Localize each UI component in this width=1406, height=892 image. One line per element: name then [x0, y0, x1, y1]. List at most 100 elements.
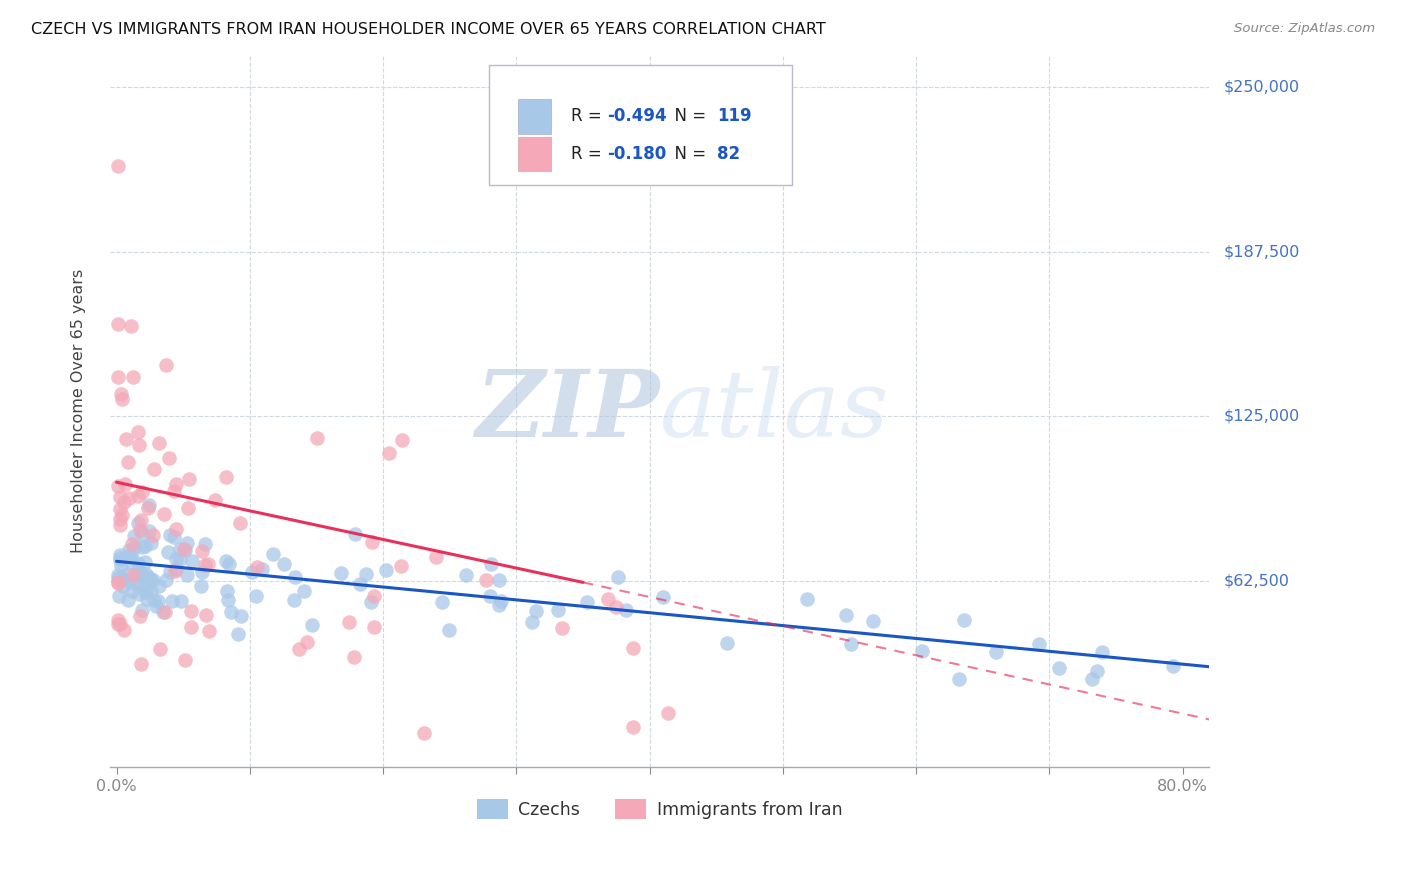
Point	[135, 592, 157, 607]
Point	[107, 568, 129, 582]
Point	[343, 527, 366, 541]
Point	[170, 594, 193, 608]
Point	[157, 545, 180, 559]
Point	[363, 620, 385, 634]
Point	[153, 507, 176, 521]
Point	[413, 725, 436, 739]
Point	[131, 525, 153, 540]
Point	[193, 537, 215, 551]
Text: 82: 82	[717, 145, 740, 163]
Point	[129, 513, 152, 527]
Point	[114, 477, 136, 491]
Point	[360, 595, 382, 609]
Point	[349, 577, 371, 591]
Point	[181, 553, 204, 567]
Point	[180, 604, 202, 618]
Point	[194, 607, 217, 622]
Point	[862, 614, 884, 628]
Point	[197, 558, 219, 572]
Point	[134, 555, 156, 569]
Point	[301, 617, 323, 632]
Point	[108, 549, 131, 563]
Text: R =: R =	[571, 107, 606, 126]
Text: $250,000: $250,000	[1223, 79, 1299, 95]
Point	[215, 583, 238, 598]
Point	[148, 579, 170, 593]
Point	[657, 706, 679, 720]
Text: N =: N =	[664, 107, 711, 126]
Point	[114, 573, 136, 587]
Point	[231, 609, 253, 624]
Point	[134, 584, 156, 599]
Point	[112, 573, 135, 587]
Point	[621, 640, 644, 655]
Point	[131, 603, 153, 617]
Point	[489, 594, 512, 608]
Point	[111, 508, 134, 522]
Point	[215, 470, 238, 484]
Point	[240, 565, 263, 579]
Point	[118, 542, 141, 557]
Point	[107, 613, 129, 627]
Point	[245, 589, 267, 603]
Point	[305, 432, 328, 446]
Point	[114, 495, 136, 509]
Point	[115, 566, 138, 581]
Point	[835, 607, 858, 622]
Point	[120, 549, 142, 564]
Point	[716, 636, 738, 650]
Point	[295, 635, 318, 649]
Point	[425, 550, 447, 565]
Point	[652, 591, 675, 605]
Point	[132, 567, 155, 582]
Point	[215, 554, 238, 568]
Point	[112, 579, 135, 593]
FancyBboxPatch shape	[517, 99, 551, 134]
Point	[107, 575, 129, 590]
Point	[176, 535, 198, 549]
Point	[134, 539, 156, 553]
Point	[292, 584, 315, 599]
Point	[107, 159, 129, 173]
Point	[176, 568, 198, 582]
Point	[127, 516, 149, 531]
Point	[121, 556, 143, 570]
Point	[107, 571, 129, 585]
Point	[166, 562, 188, 576]
Point	[134, 585, 156, 599]
Point	[437, 624, 460, 638]
Point	[128, 587, 150, 601]
Point	[129, 609, 152, 624]
Point	[374, 563, 396, 577]
Point	[283, 592, 305, 607]
Point	[839, 637, 862, 651]
Point	[114, 432, 136, 446]
Point	[180, 620, 202, 634]
Point	[190, 579, 212, 593]
Point	[118, 491, 141, 505]
Point	[226, 626, 249, 640]
Text: $125,000: $125,000	[1223, 409, 1299, 424]
FancyBboxPatch shape	[517, 137, 551, 171]
Point	[142, 593, 165, 607]
Point	[551, 621, 574, 635]
Point	[142, 574, 165, 588]
Point	[191, 543, 214, 558]
Point	[173, 543, 195, 558]
Point	[605, 600, 627, 615]
Text: -0.494: -0.494	[607, 107, 666, 126]
Point	[117, 593, 139, 607]
Text: N =: N =	[664, 145, 711, 163]
Point	[177, 501, 200, 516]
Point	[131, 540, 153, 554]
Point	[122, 567, 145, 582]
Point	[118, 549, 141, 564]
Text: $62,500: $62,500	[1223, 574, 1289, 589]
Point	[157, 450, 180, 465]
Point	[148, 436, 170, 450]
Point	[163, 530, 186, 544]
Point	[122, 529, 145, 543]
Point	[141, 572, 163, 586]
Point	[163, 564, 186, 578]
Point	[389, 558, 412, 573]
